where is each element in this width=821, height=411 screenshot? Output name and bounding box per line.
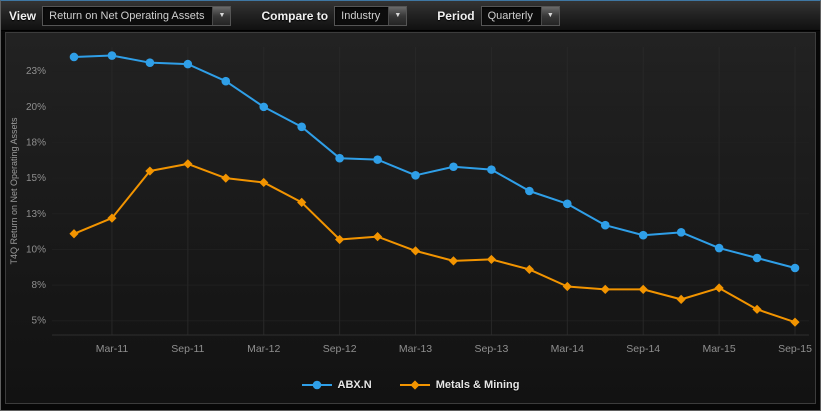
data-point-marker xyxy=(487,165,496,174)
y-tick-label: 23% xyxy=(26,66,46,77)
data-point-marker xyxy=(297,122,306,132)
data-point-marker xyxy=(486,254,497,265)
data-point-marker xyxy=(752,253,762,263)
data-point-marker xyxy=(259,102,269,112)
y-axis-title: T4Q Return on Net Operating Assets xyxy=(9,117,19,265)
series-metals-mining xyxy=(69,159,800,327)
view-label: View xyxy=(9,8,37,23)
series-abx-n xyxy=(69,51,800,273)
y-tick-label: 15% xyxy=(26,173,46,184)
y-tick-label: 13% xyxy=(26,209,46,220)
data-point-marker xyxy=(752,304,762,314)
data-point-marker xyxy=(373,155,382,164)
x-tick-label: Mar-15 xyxy=(702,343,735,355)
data-point-marker xyxy=(714,243,724,253)
x-tick-label: Sep-12 xyxy=(323,343,357,355)
period-dropdown-arrow-icon[interactable] xyxy=(540,6,559,25)
legend-item-abx-n[interactable]: ABX.N xyxy=(301,379,372,391)
view-dropdown-arrow-icon[interactable] xyxy=(212,6,231,25)
data-point-marker xyxy=(259,177,269,188)
data-point-marker xyxy=(790,263,800,273)
data-point-marker xyxy=(372,232,383,242)
data-point-marker xyxy=(524,264,534,275)
data-point-marker xyxy=(562,281,572,292)
data-point-marker xyxy=(335,153,344,163)
data-point-marker xyxy=(525,186,534,196)
data-point-marker xyxy=(221,76,231,86)
x-tick-label: Sep-15 xyxy=(778,343,812,355)
compare-to-dropdown-arrow-icon[interactable] xyxy=(388,6,407,25)
period-dropdown-value: Quarterly xyxy=(487,9,533,22)
legend-item-metals-mining[interactable]: Metals & Mining xyxy=(399,379,520,391)
legend-marker-icon xyxy=(301,380,332,390)
data-point-marker xyxy=(714,283,724,293)
data-point-marker xyxy=(69,229,79,239)
y-tick-label: 20% xyxy=(26,102,46,113)
data-point-marker xyxy=(638,230,648,240)
data-point-marker xyxy=(600,284,610,294)
y-tick-label: 5% xyxy=(32,316,47,327)
data-point-marker xyxy=(221,173,231,183)
x-tick-label: Mar-12 xyxy=(247,343,280,355)
period-label: Period xyxy=(437,8,475,23)
data-point-marker xyxy=(790,317,800,327)
data-point-marker xyxy=(410,246,421,256)
data-point-marker xyxy=(107,51,117,60)
data-point-marker xyxy=(638,284,648,294)
data-point-marker xyxy=(145,58,155,67)
data-point-marker xyxy=(676,228,686,237)
x-tick-label: Sep-14 xyxy=(626,343,660,355)
y-tick-label: 10% xyxy=(26,244,46,255)
data-point-marker xyxy=(411,171,420,180)
view-dropdown[interactable]: Return on Net Operating Assets xyxy=(42,5,232,26)
data-point-marker xyxy=(600,220,610,230)
data-point-marker xyxy=(107,213,117,223)
compare-to-label: Compare to xyxy=(261,8,329,23)
x-tick-label: Mar-11 xyxy=(96,343,129,355)
gridlines: 23% 20% 18% 15% 13% 10% 8% 5% Mar-11 Sep-11 Mar-12… xyxy=(26,47,812,355)
view-dropdown-value: Return on Net Operating Assets xyxy=(49,9,205,22)
x-tick-label: Mar-13 xyxy=(399,343,432,355)
x-tick-label: Sep-13 xyxy=(474,343,508,355)
x-tick-label: Mar-14 xyxy=(551,343,584,355)
data-point-marker xyxy=(563,199,572,209)
compare-to-dropdown[interactable]: Industry xyxy=(334,5,408,26)
data-point-marker xyxy=(145,166,155,176)
data-point-marker xyxy=(183,59,193,69)
data-point-marker xyxy=(448,256,459,266)
compare-to-dropdown-value: Industry xyxy=(341,9,381,22)
data-point-marker xyxy=(676,294,686,304)
legend-label: ABX.N xyxy=(337,379,372,391)
data-point-marker xyxy=(69,52,79,62)
legend-label: Metals & Mining xyxy=(435,379,520,391)
chart-legend: ABX.N Metals & Mining xyxy=(6,369,815,401)
data-point-marker xyxy=(297,197,307,208)
legend-marker-icon xyxy=(399,380,430,390)
data-point-marker xyxy=(183,159,193,169)
chart-panel: 23% 20% 18% 15% 13% 10% 8% 5% Mar-11 Sep-11 Mar-12… xyxy=(5,32,816,404)
period-dropdown[interactable]: Quarterly xyxy=(480,5,560,26)
y-tick-label: 8% xyxy=(32,280,47,291)
x-tick-label: Sep-11 xyxy=(171,343,204,355)
data-point-marker xyxy=(449,162,458,172)
chart-canvas: 23% 20% 18% 15% 13% 10% 8% 5% Mar-11 Sep-11 Mar-12… xyxy=(9,47,812,355)
data-point-marker xyxy=(335,234,345,245)
toolbar: View Return on Net Operating Assets Comp… xyxy=(1,1,820,31)
y-tick-label: 18% xyxy=(26,138,46,149)
